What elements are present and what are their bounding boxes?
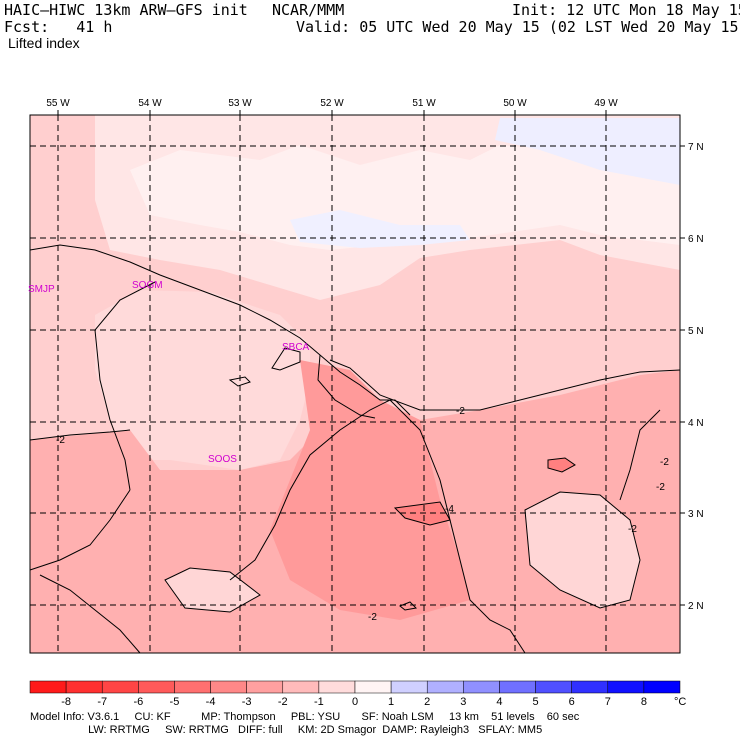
lon-label-54w: 54 W (138, 98, 162, 109)
colorbar-tick-label: 4 (496, 696, 502, 708)
contour-label: -2 (56, 435, 65, 446)
init-time: Init: 12 UTC Mon 18 May 15 (512, 1, 740, 19)
colorbar-tick-label: 7 (605, 696, 611, 708)
contour-pocket-east (524, 491, 641, 609)
colorbar-swatch (607, 680, 645, 694)
fill-north-lighter (130, 140, 680, 250)
model-title: HAIC–HIWC 13km ARW–GFS init (4, 1, 248, 19)
station-smjp: SMJP (28, 284, 55, 295)
colorbar-swatch (318, 680, 356, 694)
colorbar-swatch (101, 680, 139, 694)
map-fills (30, 115, 680, 653)
station-sbca: SBCA (282, 342, 310, 353)
lat-label-4n: 4 N (688, 418, 704, 429)
colorbar-swatch (29, 680, 67, 694)
ticks (57, 110, 685, 606)
colorbar-tick-label: -2 (278, 696, 288, 708)
contour-label: -2 (456, 406, 465, 417)
contour-small2 (399, 601, 418, 611)
colorbar-swatch (499, 680, 536, 694)
colorbar-tick-label: -5 (170, 696, 180, 708)
coastline (29, 244, 411, 416)
colorbar-tick-label: 1 (388, 696, 394, 708)
contour-east (329, 359, 681, 411)
colorbar-swatch (138, 680, 175, 694)
colorbar-tick-label: -3 (242, 696, 252, 708)
contour-lines (29, 347, 681, 613)
colorbar-swatch (535, 680, 572, 694)
map-frame (29, 114, 681, 654)
colorbar-swatch (390, 680, 428, 694)
colorbar-tick-label: 5 (532, 696, 538, 708)
colorbar-swatch (174, 680, 211, 694)
colorbar-tick-label: -8 (61, 696, 71, 708)
model-info-line2: LW: RRTMG SW: RRTMG DIFF: full KM: 2D Sm… (30, 724, 543, 736)
colorbar-unit: °C (674, 696, 686, 708)
contour-minus4 (393, 501, 451, 526)
lat-label-6n: 6 N (688, 234, 704, 245)
contour-sbca (271, 347, 301, 371)
fill-inland-light (95, 290, 310, 470)
colorbar-swatch (246, 680, 284, 694)
contour-pocket-south (164, 567, 261, 613)
colorbar-tick-label: -7 (97, 696, 107, 708)
colorbar-swatch (354, 680, 392, 694)
colorbar: -8 -7 -6 -5 -4 -3 -2 -1 0 1 2 3 4 5 6 7 8 (29, 680, 681, 708)
contour-east2 (619, 409, 661, 501)
colorbar-tick-label: 8 (641, 696, 647, 708)
border-inner (229, 399, 391, 581)
valid-time: Valid: 05 UTC Wed 20 May 15 (02 LST Wed … (296, 18, 740, 36)
border-south (39, 574, 141, 654)
contour-east-cell (547, 457, 576, 473)
colorbar-swatch (463, 680, 500, 694)
station-sogm: SOGM (132, 280, 163, 291)
colorbar-swatch (282, 680, 320, 694)
lat-label-3n: 3 N (688, 509, 704, 520)
graticule (30, 115, 680, 653)
colorbar-tick-label: -4 (206, 696, 216, 708)
colorbar-tick-label: 3 (460, 696, 466, 708)
colorbar-tick-label: -6 (133, 696, 143, 708)
border-mid (317, 354, 376, 419)
colorbar-swatch (65, 680, 103, 694)
borders (29, 244, 526, 654)
contour-label: -2 (656, 482, 665, 493)
colorbar-swatch (210, 680, 247, 694)
border-west (94, 281, 156, 491)
fill-core-darker (270, 360, 470, 620)
contour-label: -2 (660, 457, 669, 468)
contour-label: -2 (368, 612, 377, 623)
model-info-line1: Model Info: V3.6.1 CU: KF MP: Thompson P… (30, 711, 580, 723)
contour-west (29, 429, 131, 441)
colorbar-tick-label: 2 (424, 696, 430, 708)
colorbar-tick-label: 6 (569, 696, 575, 708)
field-name: Lifted index (8, 35, 80, 51)
lon-label-52w: 52 W (320, 98, 344, 109)
lat-label-5n: 5 N (688, 326, 704, 337)
lat-label-7n: 7 N (688, 142, 704, 153)
colorbar-swatch (426, 680, 464, 694)
colorbar-swatch (571, 680, 609, 694)
colorbar-swatch (643, 680, 681, 694)
contour-label: -4 (445, 504, 454, 515)
lon-label-50w: 50 W (503, 98, 527, 109)
lon-label-51w: 51 W (412, 98, 436, 109)
contour-label: -2 (628, 524, 637, 535)
colorbar-tick-label: -1 (314, 696, 324, 708)
forecast-hour: Fcst: 41 h (4, 18, 113, 36)
lat-label-2n: 2 N (688, 601, 704, 612)
org-label: NCAR/MMM (272, 1, 345, 19)
border-east (389, 399, 526, 654)
fill-east-pocket (525, 492, 640, 608)
station-soos: SOOS (208, 454, 237, 465)
lon-label-53w: 53 W (228, 98, 252, 109)
fill-south-pocket (165, 568, 260, 612)
lon-label-49w: 49 W (594, 98, 618, 109)
colorbar-tick-label: 0 (352, 696, 358, 708)
fill-blue-ne (495, 118, 680, 185)
border-sw (29, 489, 131, 571)
lon-label-55w: 55 W (46, 98, 70, 109)
